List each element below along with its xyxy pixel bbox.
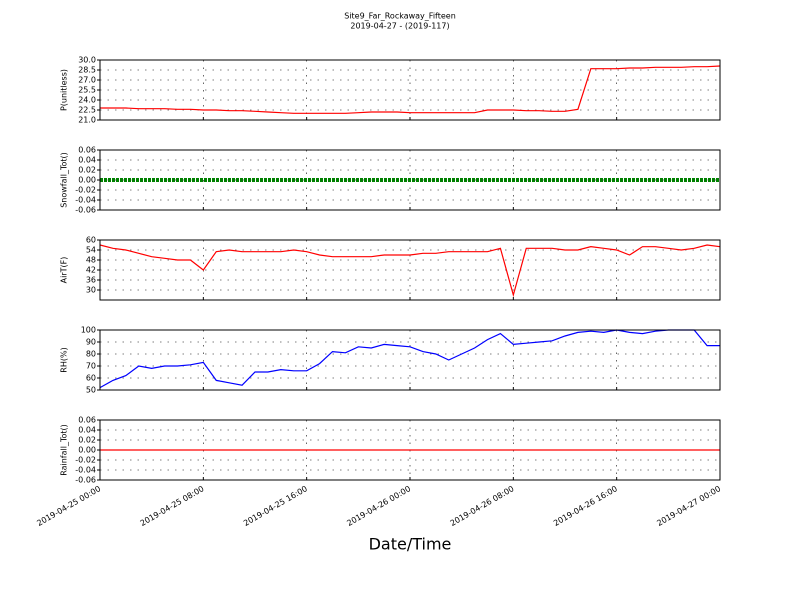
x-axis-label: Date/Time [369, 535, 452, 554]
y-tick-label: 54 [86, 246, 96, 255]
y-tick-label: 21.0 [78, 116, 96, 125]
y-tick-label: 30.0 [78, 56, 96, 65]
y-tick-label: 70 [86, 362, 96, 371]
y-tick-label: -0.04 [75, 466, 96, 475]
plot-frame [99, 329, 721, 391]
y-tick-label: -0.04 [75, 196, 96, 205]
x-tick-label: 2019-04-26 08:00 [449, 484, 516, 528]
y-axis-label: P(unitless) [60, 69, 69, 111]
y-tick-label: 0.02 [78, 436, 96, 445]
y-tick-label: 0.06 [78, 416, 96, 425]
y-axis-label: Snowfall_Tot() [60, 152, 69, 208]
y-tick-label: -0.02 [75, 186, 96, 195]
data-line [99, 244, 721, 298]
x-tick-label: 2019-04-27 00:00 [655, 484, 722, 528]
y-tick-label: 90 [86, 338, 96, 347]
plot-frame [99, 149, 721, 211]
y-tick-label: 80 [86, 350, 96, 359]
y-tick-label: 25.5 [78, 86, 96, 95]
y-tick-label: 100 [81, 326, 96, 335]
y-tick-label: 27.0 [78, 76, 96, 85]
y-tick-label: 60 [86, 374, 96, 383]
plot-frame [99, 239, 721, 301]
y-tick-label: -0.06 [75, 206, 96, 215]
y-tick-label: 0.00 [78, 446, 96, 455]
y-tick-label: 30 [86, 286, 96, 295]
chart-subtitle: 2019-04-27 - (2019-117) [350, 22, 449, 31]
y-tick-label: 48 [86, 256, 96, 265]
y-tick-label: -0.06 [75, 476, 96, 485]
y-tick-label: 36 [86, 276, 96, 285]
y-tick-label: 60 [86, 236, 96, 245]
plot-frame [99, 59, 721, 121]
y-axis-label: RH(%) [60, 347, 69, 372]
y-axis-label: AirT(F) [60, 257, 69, 284]
y-tick-label: 0.04 [78, 156, 96, 165]
y-tick-label: -0.02 [75, 456, 96, 465]
x-tick-label: 2019-04-25 00:00 [35, 484, 102, 528]
y-tick-label: 50 [86, 386, 96, 395]
y-axis-label: Rainfall_Tot() [60, 424, 69, 476]
y-tick-label: 42 [86, 266, 96, 275]
y-tick-label: 0.06 [78, 146, 96, 155]
x-tick-label: 2019-04-26 00:00 [345, 484, 412, 528]
x-tick-label: 2019-04-26 16:00 [552, 484, 619, 528]
y-tick-label: 0.04 [78, 426, 96, 435]
y-tick-label: 28.5 [78, 66, 96, 75]
x-tick-label: 2019-04-25 08:00 [139, 484, 206, 528]
y-tick-label: 0.02 [78, 166, 96, 175]
chart-title: Site9_Far_Rockaway_Fifteen [344, 12, 456, 21]
y-tick-label: 22.5 [78, 106, 96, 115]
x-tick-label: 2019-04-25 16:00 [242, 484, 309, 528]
y-tick-label: 0.00 [78, 176, 96, 185]
plot-frame [99, 419, 721, 481]
data-line [100, 65, 721, 114]
y-tick-label: 24.0 [78, 96, 96, 105]
